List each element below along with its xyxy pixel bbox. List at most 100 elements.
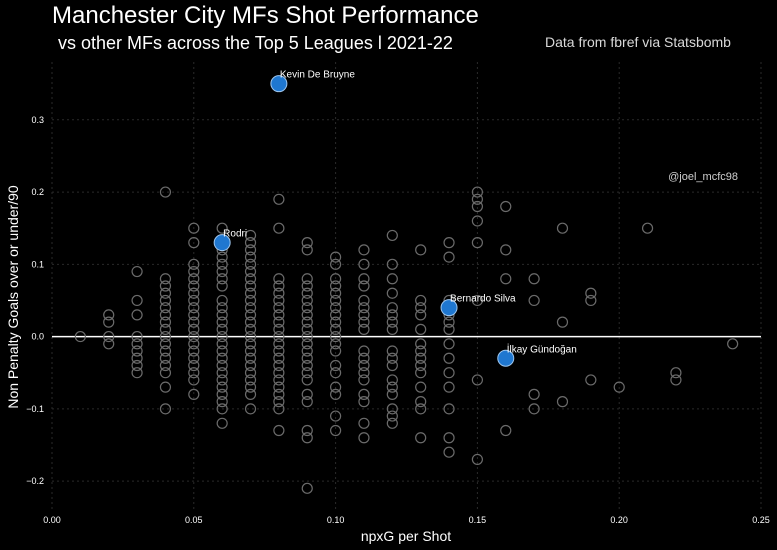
scatter-point	[301, 309, 313, 321]
scatter-point	[358, 417, 370, 429]
scatter-point	[330, 258, 342, 270]
scatter-point	[415, 396, 427, 408]
scatter-point	[273, 323, 285, 335]
scatter-point	[159, 359, 172, 372]
scatter-point	[556, 222, 569, 234]
scatter-point	[443, 323, 455, 335]
scatter-point	[330, 330, 342, 343]
scatter-point	[216, 374, 228, 386]
y-tick-label: 0.1	[31, 259, 44, 269]
scatter-point	[216, 222, 228, 234]
scatter-point	[330, 251, 342, 263]
scatter-point	[273, 287, 285, 299]
y-tick-label: −0.1	[26, 404, 44, 414]
scatter-point	[670, 374, 682, 386]
scatter-point	[386, 302, 398, 314]
scatter-point	[330, 273, 342, 285]
scatter-point	[244, 316, 257, 328]
scatter-point	[244, 287, 257, 299]
scatter-point	[301, 244, 313, 256]
player-label: Rodri	[223, 229, 247, 240]
scatter-point	[273, 338, 285, 350]
scatter-point	[585, 287, 597, 299]
x-axis-label: npxG per Shot	[361, 528, 451, 544]
scatter-point	[613, 381, 625, 393]
scatter-point	[188, 265, 200, 278]
scatter-point	[216, 323, 228, 335]
scatter-point	[188, 237, 200, 249]
scatter-point	[386, 316, 398, 328]
scatter-point	[330, 424, 342, 437]
scatter-point	[386, 403, 398, 415]
scatter-point	[216, 417, 228, 429]
scatter-point	[415, 432, 427, 444]
scatter-point	[301, 424, 313, 437]
scatter-point	[159, 302, 172, 314]
player-label: İlkay Gündoğan	[507, 342, 577, 355]
scatter-point	[131, 367, 143, 379]
scatter-point	[358, 302, 370, 314]
player-label: Kevin De Bruyne	[280, 70, 355, 81]
scatter-point	[386, 309, 398, 321]
x-tick-label: 0.10	[327, 515, 345, 525]
scatter-point	[358, 388, 370, 400]
scatter-point	[386, 323, 398, 335]
scatter-point	[528, 388, 540, 400]
scatter-point	[301, 323, 313, 335]
x-tick-label: 0.00	[43, 515, 61, 525]
scatter-point	[301, 482, 313, 494]
scatter-point	[301, 359, 313, 372]
scatter-point	[103, 309, 115, 321]
scatter-point	[131, 294, 143, 307]
scatter-point	[159, 330, 172, 343]
author-handle: @joel_mcfc98	[668, 171, 738, 183]
scatter-point	[415, 309, 427, 321]
data-source-note: Data from fbref via Statsbomb	[545, 34, 731, 50]
scatter-point	[188, 258, 200, 270]
scatter-point	[443, 251, 455, 263]
scatter-point	[216, 359, 228, 372]
scatter-point	[556, 396, 569, 408]
scatter-point	[386, 417, 398, 429]
scatter-point	[103, 338, 115, 350]
scatter-point	[273, 280, 285, 292]
scatter-point	[244, 280, 257, 292]
scatter-point	[131, 330, 143, 343]
scatter-point	[216, 280, 228, 292]
scatter-point	[301, 302, 313, 314]
scatter-point	[386, 287, 398, 299]
scatter-point	[273, 424, 285, 437]
scatter-point	[188, 345, 200, 357]
y-axis-ticks: −0.2 −0.1 0.0 0.1 0.2 0.3	[26, 115, 44, 486]
scatter-point	[216, 352, 228, 364]
scatter-point	[159, 294, 172, 307]
scatter-point	[415, 359, 427, 372]
scatter-point	[159, 345, 172, 357]
player-label: Bernardo Silva	[450, 294, 516, 305]
scatter-point	[301, 432, 313, 444]
scatter-point	[358, 258, 370, 270]
scatter-point	[301, 237, 313, 249]
scatter-point	[301, 273, 313, 285]
scatter-point	[443, 316, 455, 328]
scatter-point	[216, 258, 228, 270]
scatter-point	[330, 316, 342, 328]
y-axis-label: Non Penalty Goals over or under/90	[5, 185, 21, 409]
other-midfielders-points	[74, 186, 739, 494]
scatter-point	[386, 258, 398, 270]
scatter-point	[386, 374, 398, 386]
scatter-point	[273, 359, 285, 372]
scatter-point	[188, 388, 200, 400]
scatter-point	[301, 345, 313, 357]
scatter-point	[330, 280, 342, 292]
scatter-point	[244, 237, 257, 249]
scatter-point	[500, 424, 512, 437]
scatter-point	[415, 302, 427, 314]
scatter-point	[415, 294, 427, 307]
scatter-point	[330, 309, 342, 321]
scatter-point	[188, 294, 200, 307]
y-tick-label: 0.3	[31, 115, 44, 125]
x-axis-ticks: 0.00 0.05 0.10 0.15 0.20 0.25	[43, 515, 770, 525]
scatter-point	[415, 352, 427, 364]
scatter-point	[301, 374, 313, 386]
